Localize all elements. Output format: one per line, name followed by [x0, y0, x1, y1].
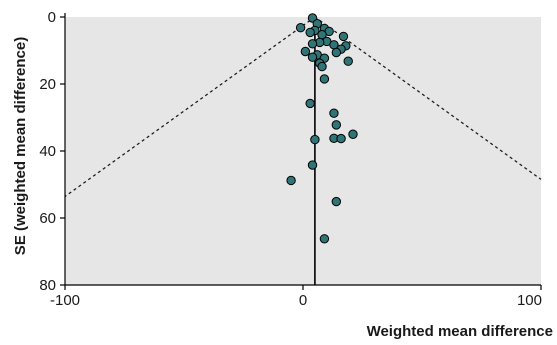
data-point [305, 27, 315, 38]
funnel-line-right [314, 16, 542, 180]
x-tick-label: 100 [517, 292, 542, 309]
data-point [331, 120, 342, 130]
data-point [317, 61, 327, 72]
y-tick-label: 40 [39, 143, 56, 160]
x-axis-title: Weighted mean difference [367, 323, 553, 340]
axes: 0 20 40 60 80-100 0 100 [39, 9, 542, 309]
y-tick-label: 60 [39, 210, 56, 227]
data-point [307, 52, 318, 62]
data-point [295, 23, 306, 33]
data-point [307, 160, 318, 170]
data-point [331, 196, 342, 207]
data-points [286, 13, 358, 244]
x-tick-label: 0 [299, 292, 307, 309]
data-point [331, 47, 342, 58]
data-point [338, 31, 349, 42]
data-point [300, 46, 311, 57]
y-tick-label: 20 [39, 76, 56, 93]
plot-background [65, 17, 541, 285]
data-point [286, 175, 296, 186]
y-axis-title: SE (weighted mean difference) [12, 37, 29, 255]
data-point [310, 134, 320, 145]
y-tick-label: 0 [48, 9, 56, 26]
funnel-lines [64, 16, 542, 197]
data-point [343, 56, 353, 66]
data-point [319, 74, 330, 84]
x-tick-label: -100 [50, 292, 80, 309]
y-tick-label: 80 [39, 277, 56, 294]
data-point [329, 108, 339, 118]
data-point [307, 39, 318, 49]
data-point [348, 129, 358, 139]
data-point [319, 234, 330, 244]
data-point [305, 98, 315, 109]
data-point [336, 133, 346, 144]
